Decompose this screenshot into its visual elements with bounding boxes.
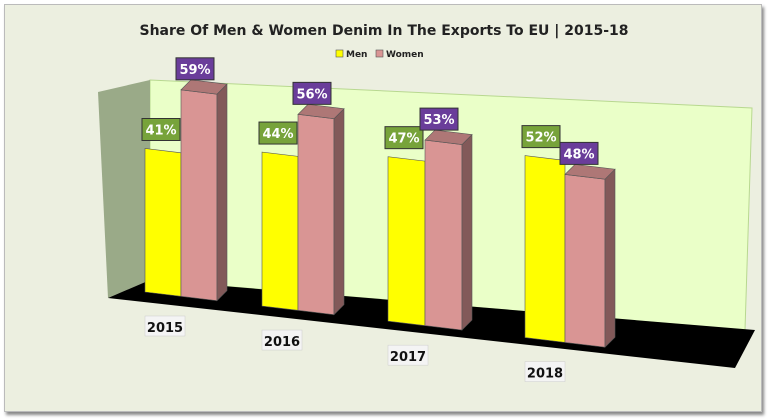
x-tick-label-2017: 2017 <box>390 350 426 365</box>
data-label-women-2017: 53% <box>423 113 454 128</box>
x-tick-box-2017 <box>387 344 429 366</box>
bar-top-2016 <box>297 104 345 119</box>
bar-side-2018 <box>604 168 616 348</box>
bar-top-2018 <box>564 164 616 180</box>
data-label-women-2015: 59% <box>179 63 210 78</box>
x-tick-label-2016: 2016 <box>264 335 300 350</box>
bar-side-2017 <box>461 133 473 331</box>
legend-swatch-women <box>375 49 384 58</box>
data-label-men-2016: 44% <box>262 127 293 142</box>
data-label-box-women-2017 <box>419 107 459 131</box>
legend: Men Women <box>335 49 424 60</box>
data-label-box-women-2016 <box>292 81 332 105</box>
bar-men-2018 <box>524 155 566 343</box>
x-tick-box-2015 <box>144 315 186 337</box>
data-label-women-2016: 56% <box>296 87 327 102</box>
data-label-box-women-2018 <box>559 141 599 165</box>
bar-men-2017 <box>387 156 426 326</box>
bar-top-2015 <box>180 79 228 95</box>
x-tick-label-2015: 2015 <box>147 321 183 336</box>
data-label-men-2018: 52% <box>525 131 556 146</box>
chart-title: Share Of Men & Women Denim In The Export… <box>139 23 628 39</box>
x-tick-label-2018: 2018 <box>527 367 563 382</box>
bar-women-2018 <box>564 174 606 348</box>
bar-men-2016 <box>261 151 299 311</box>
bar-women-2016 <box>297 114 335 316</box>
x-tick-box-2016 <box>261 329 303 351</box>
data-label-men-2017: 47% <box>388 132 419 147</box>
data-label-box-men-2015 <box>141 118 181 141</box>
x-tick-box-2018 <box>524 361 566 382</box>
data-label-box-men-2017 <box>384 126 424 150</box>
bar-side-2015 <box>216 83 228 302</box>
legend-label-women: Women <box>386 50 424 60</box>
bar-women-2015 <box>180 89 218 301</box>
data-label-women-2018: 48% <box>563 147 594 162</box>
bar-top-2017 <box>424 129 473 145</box>
data-label-men-2015: 41% <box>145 124 176 139</box>
legend-label-men: Men <box>346 50 367 60</box>
bar-side-2016 <box>333 107 345 316</box>
bar-men-2015 <box>144 148 182 297</box>
legend-swatch-men <box>335 49 344 58</box>
data-label-box-men-2016 <box>258 121 298 145</box>
bar-women-2017 <box>424 139 463 331</box>
data-label-box-women-2015 <box>175 57 215 81</box>
data-label-box-men-2018 <box>521 125 561 149</box>
side-wall <box>98 80 150 298</box>
